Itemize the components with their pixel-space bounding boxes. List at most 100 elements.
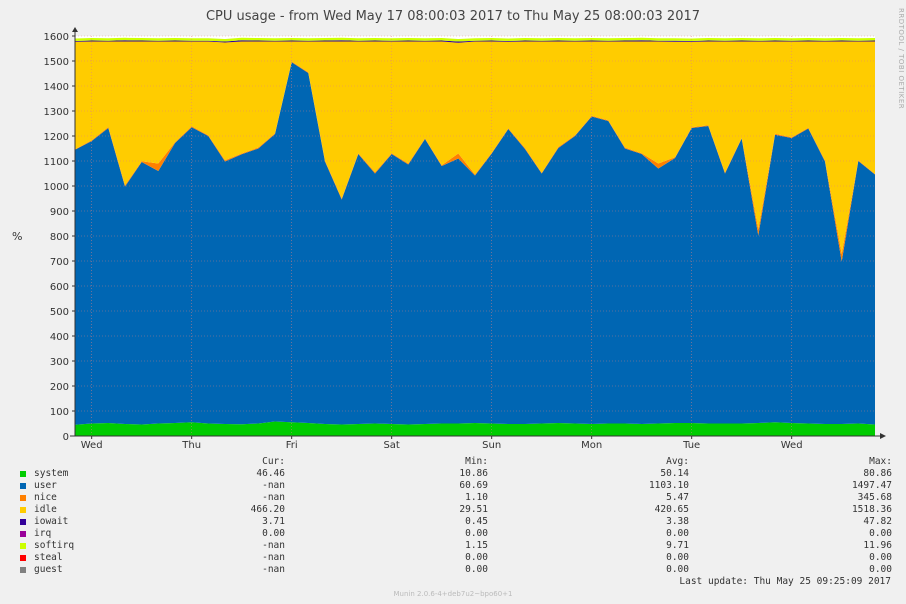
legend-swatch [20,495,26,501]
legend-swatch [20,519,26,525]
series-area-user [75,62,875,425]
legend-header-max: Max: [869,456,892,467]
x-axis-arrow [880,433,886,439]
series-area-iowait [75,40,875,43]
x-tick-label: Tue [682,440,700,451]
legend-row-nice: nice -nan 1.10 5.47 345.68 [20,492,896,504]
series-area-system [75,421,875,436]
legend-name: irq [34,528,52,539]
y-tick-label: 800 [50,232,69,243]
y-tick-label: 700 [50,257,69,268]
y-tick-label: 200 [50,382,69,393]
x-tick-label: Thu [181,440,201,451]
legend-avg: 0.00 [666,564,689,575]
legend-cur: 0.00 [262,528,285,539]
legend-row-system: system 46.46 10.86 50.14 80.86 [20,468,896,480]
legend-swatch [20,531,26,537]
y-tick-labels: 0 100 200 300 400 500 600 700 800 900 1000 1100 1200… [44,32,75,443]
legend-header-row: Cur: Min: Avg: Max: [20,456,896,468]
series-areas [75,37,875,436]
series-area-softirq [75,37,875,42]
munin-version: Munin 2.0.6-4+deb7u2~bpo60+1 [393,590,513,598]
legend-header-min: Min: [465,456,488,467]
x-tick-labels: Wed Thu Fri Sat Sun Mon Tue Wed [81,436,803,451]
legend-avg: 5.47 [666,492,689,503]
legend-max: 80.86 [863,468,892,479]
legend-table: Cur: Min: Avg: Max: system 46.46 10.86 5… [20,456,896,576]
legend-swatch [20,471,26,477]
cpu-usage-chart: 0 100 200 300 400 500 600 700 800 900 1000 1100 1200… [44,27,886,451]
legend-name: idle [34,504,57,515]
legend-avg: 420.65 [654,504,689,515]
legend-cur: 3.71 [262,516,285,527]
legend-name: iowait [34,516,69,527]
legend-cur: -nan [262,480,285,491]
legend-header-cur: Cur: [262,456,285,467]
legend-avg: 0.00 [666,552,689,563]
legend-max: 1497.47 [851,480,892,491]
legend-name: nice [34,492,57,503]
legend-max: 0.00 [869,528,892,539]
grid-lines [75,35,875,436]
legend-name: user [34,480,57,491]
legend-swatch [20,567,26,573]
legend-name: system [34,468,69,479]
legend-row-steal: steal -nan 0.00 0.00 0.00 [20,552,896,564]
legend-row-iowait: iowait 3.71 0.45 3.38 47.82 [20,516,896,528]
y-tick-label: 1500 [44,57,69,68]
legend-name: softirq [34,540,75,551]
legend-max: 11.96 [863,540,892,551]
x-tick-label: Fri [286,440,298,451]
series-area-idle [75,41,875,254]
y-tick-label: 900 [50,207,69,218]
y-axis-arrow [72,27,78,32]
legend-row-softirq: softirq -nan 1.15 9.71 11.96 [20,540,896,552]
legend-min: 0.00 [465,552,488,563]
legend-avg: 50.14 [660,468,689,479]
y-axis-label: % [12,230,23,243]
y-tick-label: 600 [50,282,69,293]
rrdtool-watermark: RRDTOOL / TOBI OETIKER [897,8,905,110]
x-tick-label: Wed [81,440,103,451]
legend-swatch [20,555,26,561]
y-tick-label: 1400 [44,82,69,93]
legend-row-irq: irq 0.00 0.00 0.00 0.00 [20,528,896,540]
x-tick-label: Sun [482,440,501,451]
legend-cur: -nan [262,540,285,551]
y-tick-label: 500 [50,307,69,318]
chart-title: CPU usage - from Wed May 17 08:00:03 201… [205,9,701,24]
legend-min: 10.86 [459,468,488,479]
legend-row-idle: idle 466.20 29.51 420.65 1518.36 [20,504,896,516]
legend-name: guest [34,564,63,575]
last-update: Last update: Thu May 25 09:25:09 2017 [679,576,891,587]
legend-header-avg: Avg: [666,456,689,467]
legend-swatch [20,543,26,549]
legend-cur: 466.20 [250,504,285,515]
legend-cur: -nan [262,564,285,575]
legend-min: 60.69 [459,480,488,491]
legend-row-guest: guest -nan 0.00 0.00 0.00 [20,564,896,576]
legend-min: 0.00 [465,564,488,575]
legend-max: 0.00 [869,564,892,575]
legend-cur: -nan [262,492,285,503]
y-tick-label: 0 [63,432,69,443]
y-tick-label: 100 [50,407,69,418]
legend-name: steal [34,552,63,563]
y-tick-label: 1300 [44,107,69,118]
legend-avg: 3.38 [666,516,689,527]
legend-min: 1.15 [465,540,488,551]
y-tick-label: 300 [50,357,69,368]
legend-avg: 1103.10 [648,480,689,491]
legend-max: 345.68 [857,492,892,503]
x-tick-label: Sat [383,440,399,451]
legend-avg: 9.71 [666,540,689,551]
x-tick-label: Wed [781,440,803,451]
legend-swatch [20,507,26,513]
legend-min: 1.10 [465,492,488,503]
y-tick-label: 1200 [44,132,69,143]
legend-min: 0.00 [465,528,488,539]
legend-swatch [20,483,26,489]
legend-cur: 46.46 [256,468,285,479]
legend-row-user: user -nan 60.69 1103.10 1497.47 [20,480,896,492]
legend-min: 29.51 [459,504,488,515]
